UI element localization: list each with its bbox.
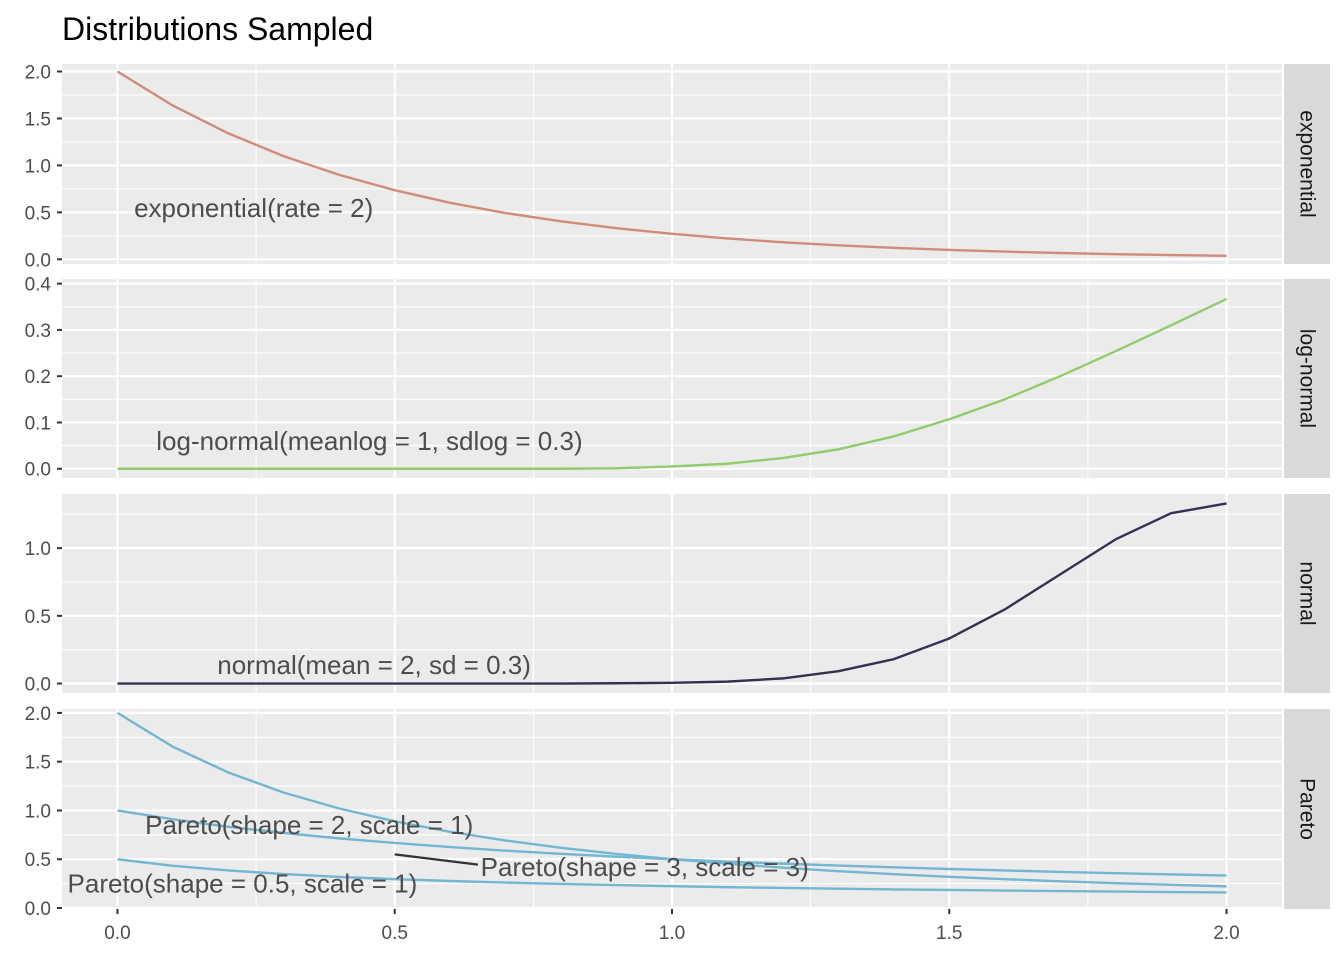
- y-tick-label: 0.0: [25, 899, 51, 920]
- facet-strip: [1284, 64, 1330, 264]
- facet-log-normal: log-normal(meanlog = 1, sdlog = 0.3) 0.0 0…: [25, 275, 1330, 481]
- chart-panels: exponential(rate = 2) 0.0 0.5 1.0 1.5 2.0 expo…: [25, 63, 1330, 920]
- chart-title: Distributions Sampled: [62, 11, 373, 47]
- annotation-label: Pareto(shape = 3, scale = 3): [481, 852, 809, 882]
- facet-strip: [1284, 709, 1330, 909]
- label-connector: [394, 853, 479, 866]
- y-tick-label: 0.5: [25, 850, 51, 871]
- y-tick-label: 0.1: [25, 413, 51, 434]
- y-tick-label: 0.0: [25, 675, 51, 696]
- y-tick-label: 0.2: [25, 367, 51, 388]
- facet-normal: normal(mean = 2, sd = 0.3) 0.0 0.5 1.0 norma…: [25, 494, 1330, 696]
- annotation-label: Pareto(shape = 0.5, scale = 1): [68, 868, 418, 898]
- y-tick-label: 1.0: [25, 539, 51, 560]
- y-tick-label: 1.5: [25, 109, 51, 130]
- facet-strip-label: normal: [1296, 561, 1319, 625]
- series-line-2: [117, 809, 1227, 877]
- y-tick-label: 1.5: [25, 753, 51, 774]
- facet-strip: [1284, 279, 1330, 478]
- y-tick-label: 0.0: [25, 250, 51, 271]
- y-tick-label: 1.0: [25, 801, 51, 822]
- x-tick-label: 1.0: [659, 923, 685, 944]
- x-tick-label: 1.5: [936, 923, 962, 944]
- x-tick-label: 2.0: [1213, 923, 1239, 944]
- series-line-3: [117, 858, 1227, 894]
- series-line-1: [117, 297, 1228, 470]
- y-tick-label: 1.0: [25, 156, 51, 177]
- y-tick-label: 0.5: [25, 607, 51, 628]
- series-line-1: [116, 70, 1227, 258]
- x-axis: 0.0 0.5 1.0 1.5 2.0: [104, 909, 1240, 944]
- y-tick-label: 0.4: [25, 275, 52, 296]
- annotation-label: exponential(rate = 2): [134, 193, 373, 223]
- x-tick-label: 0.5: [382, 923, 408, 944]
- facet-pareto: Pareto(shape = 2, scale = 1) Pareto(shape…: [25, 704, 1330, 920]
- series-line-1: [117, 502, 1227, 685]
- y-tick-label: 0.5: [25, 203, 51, 224]
- facet-strip-label: Pareto: [1296, 778, 1319, 840]
- annotation-label: Pareto(shape = 2, scale = 1): [145, 810, 473, 840]
- facet-strip-label: log-normal: [1296, 329, 1319, 428]
- facet-exponential: exponential(rate = 2) 0.0 0.5 1.0 1.5 2.0 expo…: [25, 63, 1330, 271]
- annotation-label: normal(mean = 2, sd = 0.3): [217, 650, 531, 680]
- annotation-label: log-normal(meanlog = 1, sdlog = 0.3): [156, 426, 582, 456]
- facet-strip: [1284, 494, 1330, 693]
- y-tick-label: 2.0: [25, 704, 51, 725]
- facet-strip-label: exponential: [1296, 110, 1319, 217]
- x-tick-label: 0.0: [104, 923, 130, 944]
- y-tick-label: 2.0: [25, 63, 51, 84]
- y-tick-label: 0.3: [25, 321, 51, 342]
- y-tick-label: 0.0: [25, 460, 51, 481]
